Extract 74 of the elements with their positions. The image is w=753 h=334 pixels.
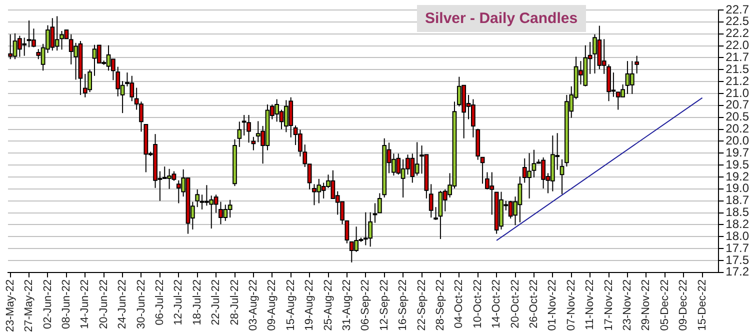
candlestick [251,136,256,151]
candlestick [630,60,634,94]
x-tick-label: 01-Nov-22 [546,279,559,331]
y-tick-label: 18.2 [726,217,750,232]
y-tick-label: 21.0 [726,86,750,100]
x-tick-label: 30-Jun-22 [135,279,148,329]
x-tick-label: 03-Aug-22 [247,279,260,331]
x-tick-label: 14-Oct-22 [490,279,503,328]
candlestick [560,158,564,195]
candlestick [434,206,438,220]
x-tick-label: 26-Oct-22 [528,279,540,328]
y-tick-label: 20.2 [726,122,750,136]
y-tick-label: 18.0 [726,228,750,243]
x-tick-label: 20-Oct-22 [509,279,522,328]
x-tick-label: 08-Jun-22 [60,279,72,329]
x-tick-label: 23-Nov-22 [622,279,634,331]
x-tick-label: 14-Jun-22 [79,279,92,329]
x-tick-label: 15-Aug-22 [284,279,297,331]
x-tick-label: 07-Nov-22 [565,279,578,331]
y-tick-label: 19.0 [726,181,750,196]
y-tick-label: 17.5 [726,252,750,267]
x-tick-label: 22-Jul-22 [210,279,222,326]
x-tick-label: 12-Sep-22 [378,279,390,331]
x-tick-label: 09-Dec-22 [678,279,690,331]
y-tick-label: 22.7 [726,2,750,16]
x-tick-label: 15-Dec-22 [696,279,708,331]
x-tick-label: 28-Jul-22 [228,279,241,326]
x-tick-label: 04-Oct-22 [453,279,466,328]
y-tick-label: 18.7 [726,193,750,208]
x-tick-label: 06-Jul-22 [154,279,166,326]
x-tick-label: 27-May-22 [23,279,36,332]
y-tick-label: 19.2 [726,169,750,184]
y-tick-label: 22.0 [726,38,750,52]
x-tick-label: 25-Aug-22 [322,279,334,331]
candlestick [8,34,13,60]
y-tick-label: 22.2 [726,26,750,40]
candlestick [195,188,200,208]
x-tick-label: 18-Jul-22 [191,279,204,326]
y-tick-label: 21.2 [726,74,750,88]
x-tick-label: 06-Sep-22 [360,279,372,331]
chart-title: Silver - Daily Candles [417,5,586,32]
x-tick-label: 28-Sep-22 [434,279,446,331]
x-tick-label: 02-Jun-22 [42,279,54,329]
x-tick-label: 20-Jun-22 [98,279,110,329]
candlestick [634,55,640,74]
x-tick-label: 11-Nov-22 [584,279,596,330]
x-tick-label: 17-Nov-22 [602,279,615,331]
y-tick-label: 20.7 [726,98,750,112]
y-tick-label: 21.7 [726,50,750,64]
y-tick-label: 22.5 [726,14,750,28]
candlestick [480,156,485,184]
x-tick-label: 31-Aug-22 [340,279,353,331]
y-tick-label: 21.5 [726,62,750,76]
x-tick-label: 19-Aug-22 [304,279,316,331]
x-tick-label: 10-Oct-22 [472,279,484,328]
candlestick [237,121,242,148]
y-tick-label: 17.7 [726,240,750,255]
x-tick-label: 12-Jul-22 [172,279,185,326]
y-tick-label: 20.5 [726,110,750,124]
x-tick-label: 24-Jun-22 [116,279,129,329]
x-tick-label: 09-Aug-22 [266,279,278,331]
x-tick-label: 05-Dec-22 [658,279,671,331]
x-tick-label: 22-Sep-22 [416,279,428,331]
y-tick-label: 19.7 [726,145,750,160]
x-tick-label: 29-Nov-22 [640,279,652,331]
x-tick-label: 16-Sep-22 [397,279,410,331]
y-tick-label: 17.2 [726,264,750,279]
candlestick [428,184,434,218]
candlestick [116,66,120,97]
y-tick-label: 20.0 [726,134,750,148]
x-tick-label: 23-May-22 [4,279,16,332]
candlestick [344,220,350,244]
y-tick-label: 18.5 [726,205,750,220]
y-tick-label: 19.5 [726,157,750,172]
